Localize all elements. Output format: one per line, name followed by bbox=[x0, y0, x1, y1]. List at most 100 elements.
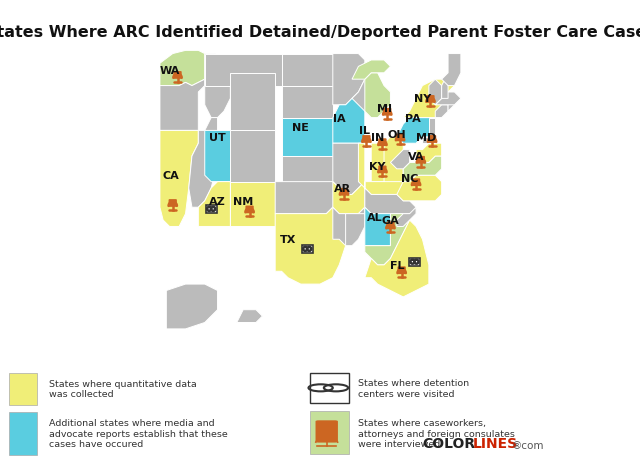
Text: LINES: LINES bbox=[473, 436, 518, 450]
FancyBboxPatch shape bbox=[301, 245, 313, 253]
Polygon shape bbox=[198, 182, 230, 227]
Polygon shape bbox=[205, 131, 237, 182]
Polygon shape bbox=[205, 55, 282, 87]
Text: TX: TX bbox=[280, 235, 296, 245]
FancyBboxPatch shape bbox=[173, 72, 182, 80]
Text: CA: CA bbox=[163, 171, 179, 181]
Text: States Where ARC Identified Detained/Deported Parent Foster Care Cases: States Where ARC Identified Detained/Dep… bbox=[0, 25, 640, 40]
FancyBboxPatch shape bbox=[417, 156, 425, 164]
Polygon shape bbox=[365, 208, 390, 246]
FancyBboxPatch shape bbox=[10, 373, 37, 405]
Polygon shape bbox=[160, 131, 198, 227]
Text: NE: NE bbox=[292, 123, 309, 133]
FancyBboxPatch shape bbox=[316, 420, 338, 443]
Polygon shape bbox=[282, 119, 333, 156]
Polygon shape bbox=[282, 156, 333, 182]
Polygon shape bbox=[352, 80, 378, 112]
Polygon shape bbox=[189, 119, 218, 208]
Text: NY: NY bbox=[414, 94, 431, 104]
Polygon shape bbox=[416, 144, 442, 163]
Polygon shape bbox=[397, 119, 435, 144]
FancyBboxPatch shape bbox=[310, 411, 349, 454]
Polygon shape bbox=[333, 208, 365, 246]
Polygon shape bbox=[160, 80, 205, 131]
FancyBboxPatch shape bbox=[426, 96, 435, 104]
Text: States where detention
centers were visited: States where detention centers were visi… bbox=[358, 378, 470, 398]
Text: IL: IL bbox=[359, 126, 371, 136]
Polygon shape bbox=[435, 93, 461, 106]
FancyBboxPatch shape bbox=[397, 267, 406, 275]
Text: AL: AL bbox=[367, 213, 382, 222]
Polygon shape bbox=[429, 80, 442, 106]
Polygon shape bbox=[275, 195, 352, 284]
Text: ®com: ®com bbox=[512, 440, 545, 450]
FancyBboxPatch shape bbox=[340, 188, 348, 196]
Polygon shape bbox=[390, 150, 410, 169]
Polygon shape bbox=[230, 182, 275, 227]
Polygon shape bbox=[397, 208, 416, 227]
Polygon shape bbox=[403, 80, 454, 119]
Polygon shape bbox=[371, 144, 390, 182]
Text: States where caseworkers,
attorneys and foreign consulates
were interviewed: States where caseworkers, attorneys and … bbox=[358, 419, 515, 448]
Text: AZ: AZ bbox=[209, 196, 226, 206]
Polygon shape bbox=[384, 138, 403, 182]
Polygon shape bbox=[442, 74, 448, 99]
Polygon shape bbox=[166, 284, 218, 329]
Polygon shape bbox=[333, 93, 365, 144]
Polygon shape bbox=[346, 208, 371, 246]
Polygon shape bbox=[365, 214, 410, 265]
Text: MI: MI bbox=[376, 104, 392, 114]
Polygon shape bbox=[365, 74, 390, 119]
Polygon shape bbox=[397, 176, 442, 201]
Polygon shape bbox=[275, 182, 346, 214]
FancyBboxPatch shape bbox=[409, 258, 420, 266]
FancyBboxPatch shape bbox=[396, 134, 404, 142]
FancyBboxPatch shape bbox=[387, 222, 395, 230]
Text: PA: PA bbox=[405, 113, 420, 123]
Polygon shape bbox=[358, 144, 378, 188]
FancyBboxPatch shape bbox=[383, 109, 392, 116]
Polygon shape bbox=[365, 176, 410, 201]
Polygon shape bbox=[160, 51, 205, 87]
Text: AR: AR bbox=[334, 184, 351, 194]
Polygon shape bbox=[230, 131, 275, 182]
Text: UT: UT bbox=[209, 132, 226, 143]
Polygon shape bbox=[282, 87, 333, 119]
Text: NC: NC bbox=[401, 174, 419, 184]
Polygon shape bbox=[352, 61, 390, 80]
Polygon shape bbox=[435, 106, 448, 119]
FancyBboxPatch shape bbox=[428, 136, 436, 144]
Text: Additional states where media and
advocate reports establish that these
cases ha: Additional states where media and advoca… bbox=[49, 419, 228, 448]
Polygon shape bbox=[333, 55, 365, 106]
FancyBboxPatch shape bbox=[245, 206, 253, 214]
Text: COLOR: COLOR bbox=[422, 436, 476, 450]
Text: States where quantitative data
was collected: States where quantitative data was colle… bbox=[49, 379, 197, 399]
Text: NM: NM bbox=[233, 196, 253, 206]
Text: VA: VA bbox=[408, 152, 424, 162]
Text: WA: WA bbox=[159, 65, 180, 75]
Polygon shape bbox=[429, 119, 435, 138]
FancyBboxPatch shape bbox=[168, 200, 177, 207]
Polygon shape bbox=[230, 74, 275, 131]
Polygon shape bbox=[365, 182, 416, 214]
Polygon shape bbox=[403, 156, 442, 182]
FancyBboxPatch shape bbox=[310, 373, 349, 403]
FancyBboxPatch shape bbox=[412, 179, 420, 187]
FancyBboxPatch shape bbox=[205, 206, 217, 213]
Polygon shape bbox=[237, 310, 262, 323]
Text: KY: KY bbox=[369, 161, 386, 171]
Polygon shape bbox=[333, 144, 365, 195]
FancyBboxPatch shape bbox=[10, 412, 37, 455]
Text: OH: OH bbox=[388, 129, 406, 139]
Text: IA: IA bbox=[333, 113, 346, 123]
Polygon shape bbox=[422, 138, 435, 144]
FancyBboxPatch shape bbox=[378, 166, 387, 174]
Text: MD: MD bbox=[415, 132, 436, 143]
Polygon shape bbox=[282, 55, 333, 87]
FancyBboxPatch shape bbox=[378, 139, 387, 147]
Text: GA: GA bbox=[381, 216, 399, 225]
Polygon shape bbox=[442, 55, 461, 87]
Polygon shape bbox=[448, 99, 454, 112]
Polygon shape bbox=[365, 220, 429, 297]
Polygon shape bbox=[205, 55, 230, 119]
